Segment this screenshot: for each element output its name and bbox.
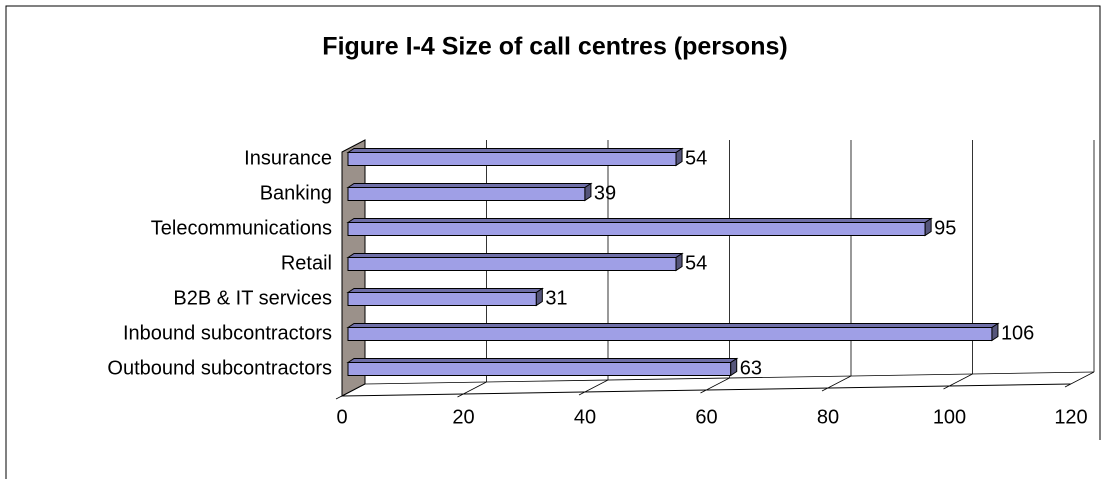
- bar: [347, 187, 586, 201]
- floor-tick: [821, 375, 852, 392]
- bar-end: [675, 147, 683, 167]
- bar-top: [346, 323, 1000, 328]
- frame: [5, 5, 1101, 479]
- bar-end: [991, 322, 999, 342]
- bar-end: [675, 252, 683, 272]
- x-tick-label: 40: [574, 406, 596, 428]
- y-tick-label: Inbound subcontractors: [123, 322, 332, 344]
- bar-top: [346, 183, 593, 188]
- bar: [347, 292, 537, 306]
- y-tick-label: Telecommunications: [151, 217, 332, 239]
- value-label: 95: [934, 217, 956, 239]
- bar-end: [584, 182, 592, 202]
- bar: [347, 257, 677, 271]
- x-tick-label: 60: [695, 406, 717, 428]
- x-tick-label: 20: [452, 406, 474, 428]
- bar-end: [535, 287, 543, 307]
- bar-top: [346, 358, 739, 363]
- bar-end: [730, 357, 738, 377]
- x-tick-label: 100: [933, 406, 966, 428]
- value-label: 31: [545, 287, 567, 309]
- bar: [347, 222, 926, 236]
- floor-tick: [943, 373, 973, 390]
- x-tick-label: 0: [336, 406, 347, 428]
- bar: [347, 152, 677, 166]
- floor-tick: [578, 379, 609, 396]
- bar-top: [346, 148, 684, 153]
- y-tick-label: Banking: [260, 182, 332, 204]
- floor-tick: [457, 381, 487, 398]
- floor-tick: [700, 377, 730, 394]
- bar: [347, 362, 732, 376]
- floor-tick: [1064, 371, 1095, 388]
- bar: [347, 327, 993, 341]
- y-tick-label: Insurance: [244, 147, 332, 169]
- y-tick-label: B2B & IT services: [173, 287, 332, 309]
- bar-top: [346, 288, 544, 293]
- y-tick-label: Retail: [281, 252, 332, 274]
- bar-top: [346, 253, 684, 258]
- value-label: 54: [685, 252, 707, 274]
- value-label: 54: [685, 147, 707, 169]
- back-floor: [364, 371, 1095, 385]
- x-tick-label: 120: [1054, 406, 1087, 428]
- bar-top: [346, 218, 933, 223]
- x-tick-label: 80: [817, 406, 839, 428]
- value-label: 63: [740, 357, 762, 379]
- value-label: 106: [1001, 322, 1034, 344]
- y-tick-label: Outbound subcontractors: [107, 357, 332, 379]
- value-label: 39: [594, 182, 616, 204]
- floor-tick: [335, 383, 366, 400]
- bar-end: [924, 217, 932, 237]
- chart-title: Figure I-4 Size of call centres (persons…: [322, 33, 787, 61]
- x-axis: [341, 383, 1072, 397]
